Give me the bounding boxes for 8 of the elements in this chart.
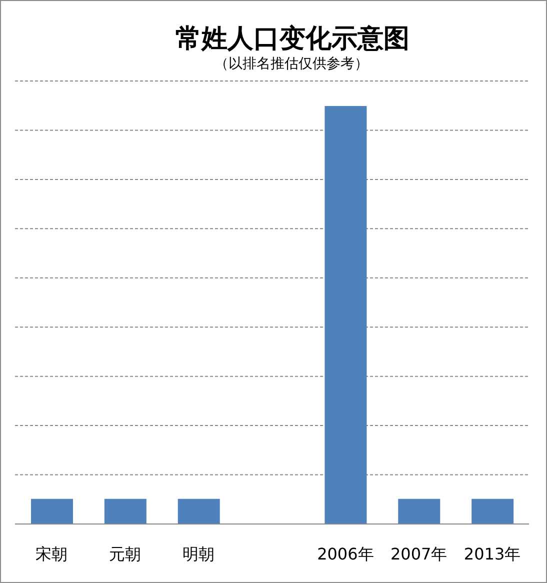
x-tick-label: 元朝 bbox=[109, 544, 142, 564]
x-tick-label: 明朝 bbox=[182, 544, 215, 564]
chart-title: 常姓人口变化示意图 bbox=[174, 23, 410, 55]
x-tick-label: 2013年 bbox=[464, 544, 521, 564]
x-tick-label: 2007年 bbox=[390, 544, 448, 564]
chart-subtitle: （以排名推估仅供参考） bbox=[214, 55, 370, 73]
x-tick-label: 2006年 bbox=[317, 544, 374, 564]
x-tick-label: 宋朝 bbox=[36, 544, 68, 564]
